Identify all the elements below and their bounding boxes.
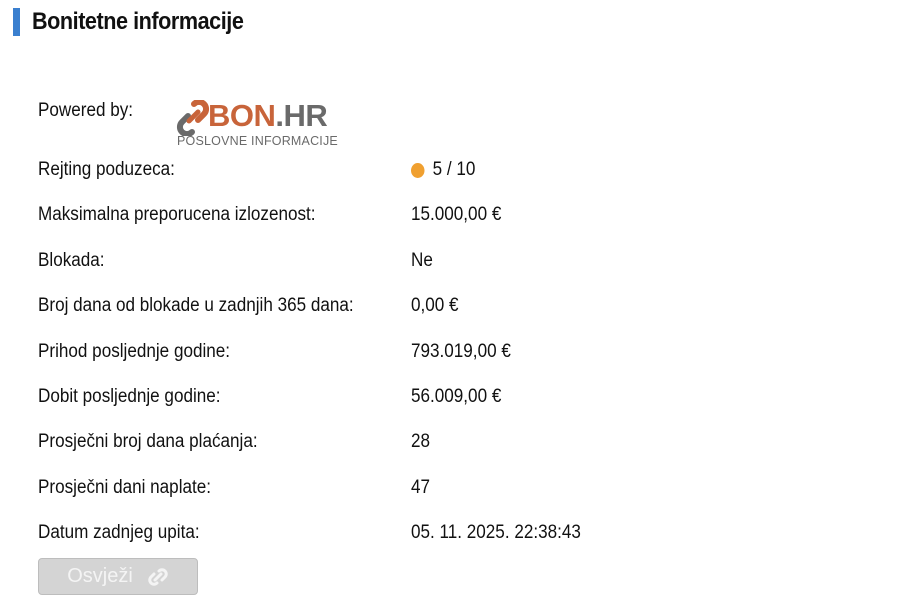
row-label: Prihod posljednje godine: [38,341,231,362]
row-label: Prosječni broj dana plaćanja: [38,431,258,452]
row-label: Blokada: [38,250,105,271]
row-label: Broj dana od blokade u zadnjih 365 dana: [38,295,354,316]
row-label: Maksimalna preporucena izlozenost: [38,204,316,225]
row-value: 56.009,00 € [411,386,502,407]
row-value: 28 [411,431,431,452]
bon-hr-logo: BON.HR POSLOVNE INFORMACIJE [176,98,346,150]
row-value: 47 [411,477,431,498]
row-value: 15.000,00 € [411,204,502,225]
row-value: Ne [411,250,433,271]
row-value: 5 / 10 [411,158,475,182]
powered-by-label: Powered by: [38,100,134,121]
section-header: Bonitetne informacije [13,8,267,36]
row-value: 793.019,00 € [411,341,511,362]
rating-indicator-dot [411,162,425,178]
row-label: Datum zadnjeg upita: [38,522,200,543]
refresh-button[interactable]: Osvježi [38,558,198,595]
row-value: 0,00 € [411,295,459,316]
header-accent-bar [13,8,20,36]
row-label: Rejting poduzeca: [38,159,175,180]
row-label: Prosječni dani naplate: [38,477,212,498]
section-title: Bonitetne informacije [32,8,244,35]
logo-subtitle: POSLOVNE INFORMACIJE [177,134,338,148]
refresh-button-label: Osvježi [67,565,133,587]
row-label: Dobit posljednje godine: [38,386,221,407]
row-value: 05. 11. 2025. 22:38:43 [411,522,581,543]
link-icon [148,567,168,586]
chain-link-icon [176,100,210,136]
logo-text: BON.HR [208,98,328,133]
rating-value: 5 / 10 [432,159,476,180]
